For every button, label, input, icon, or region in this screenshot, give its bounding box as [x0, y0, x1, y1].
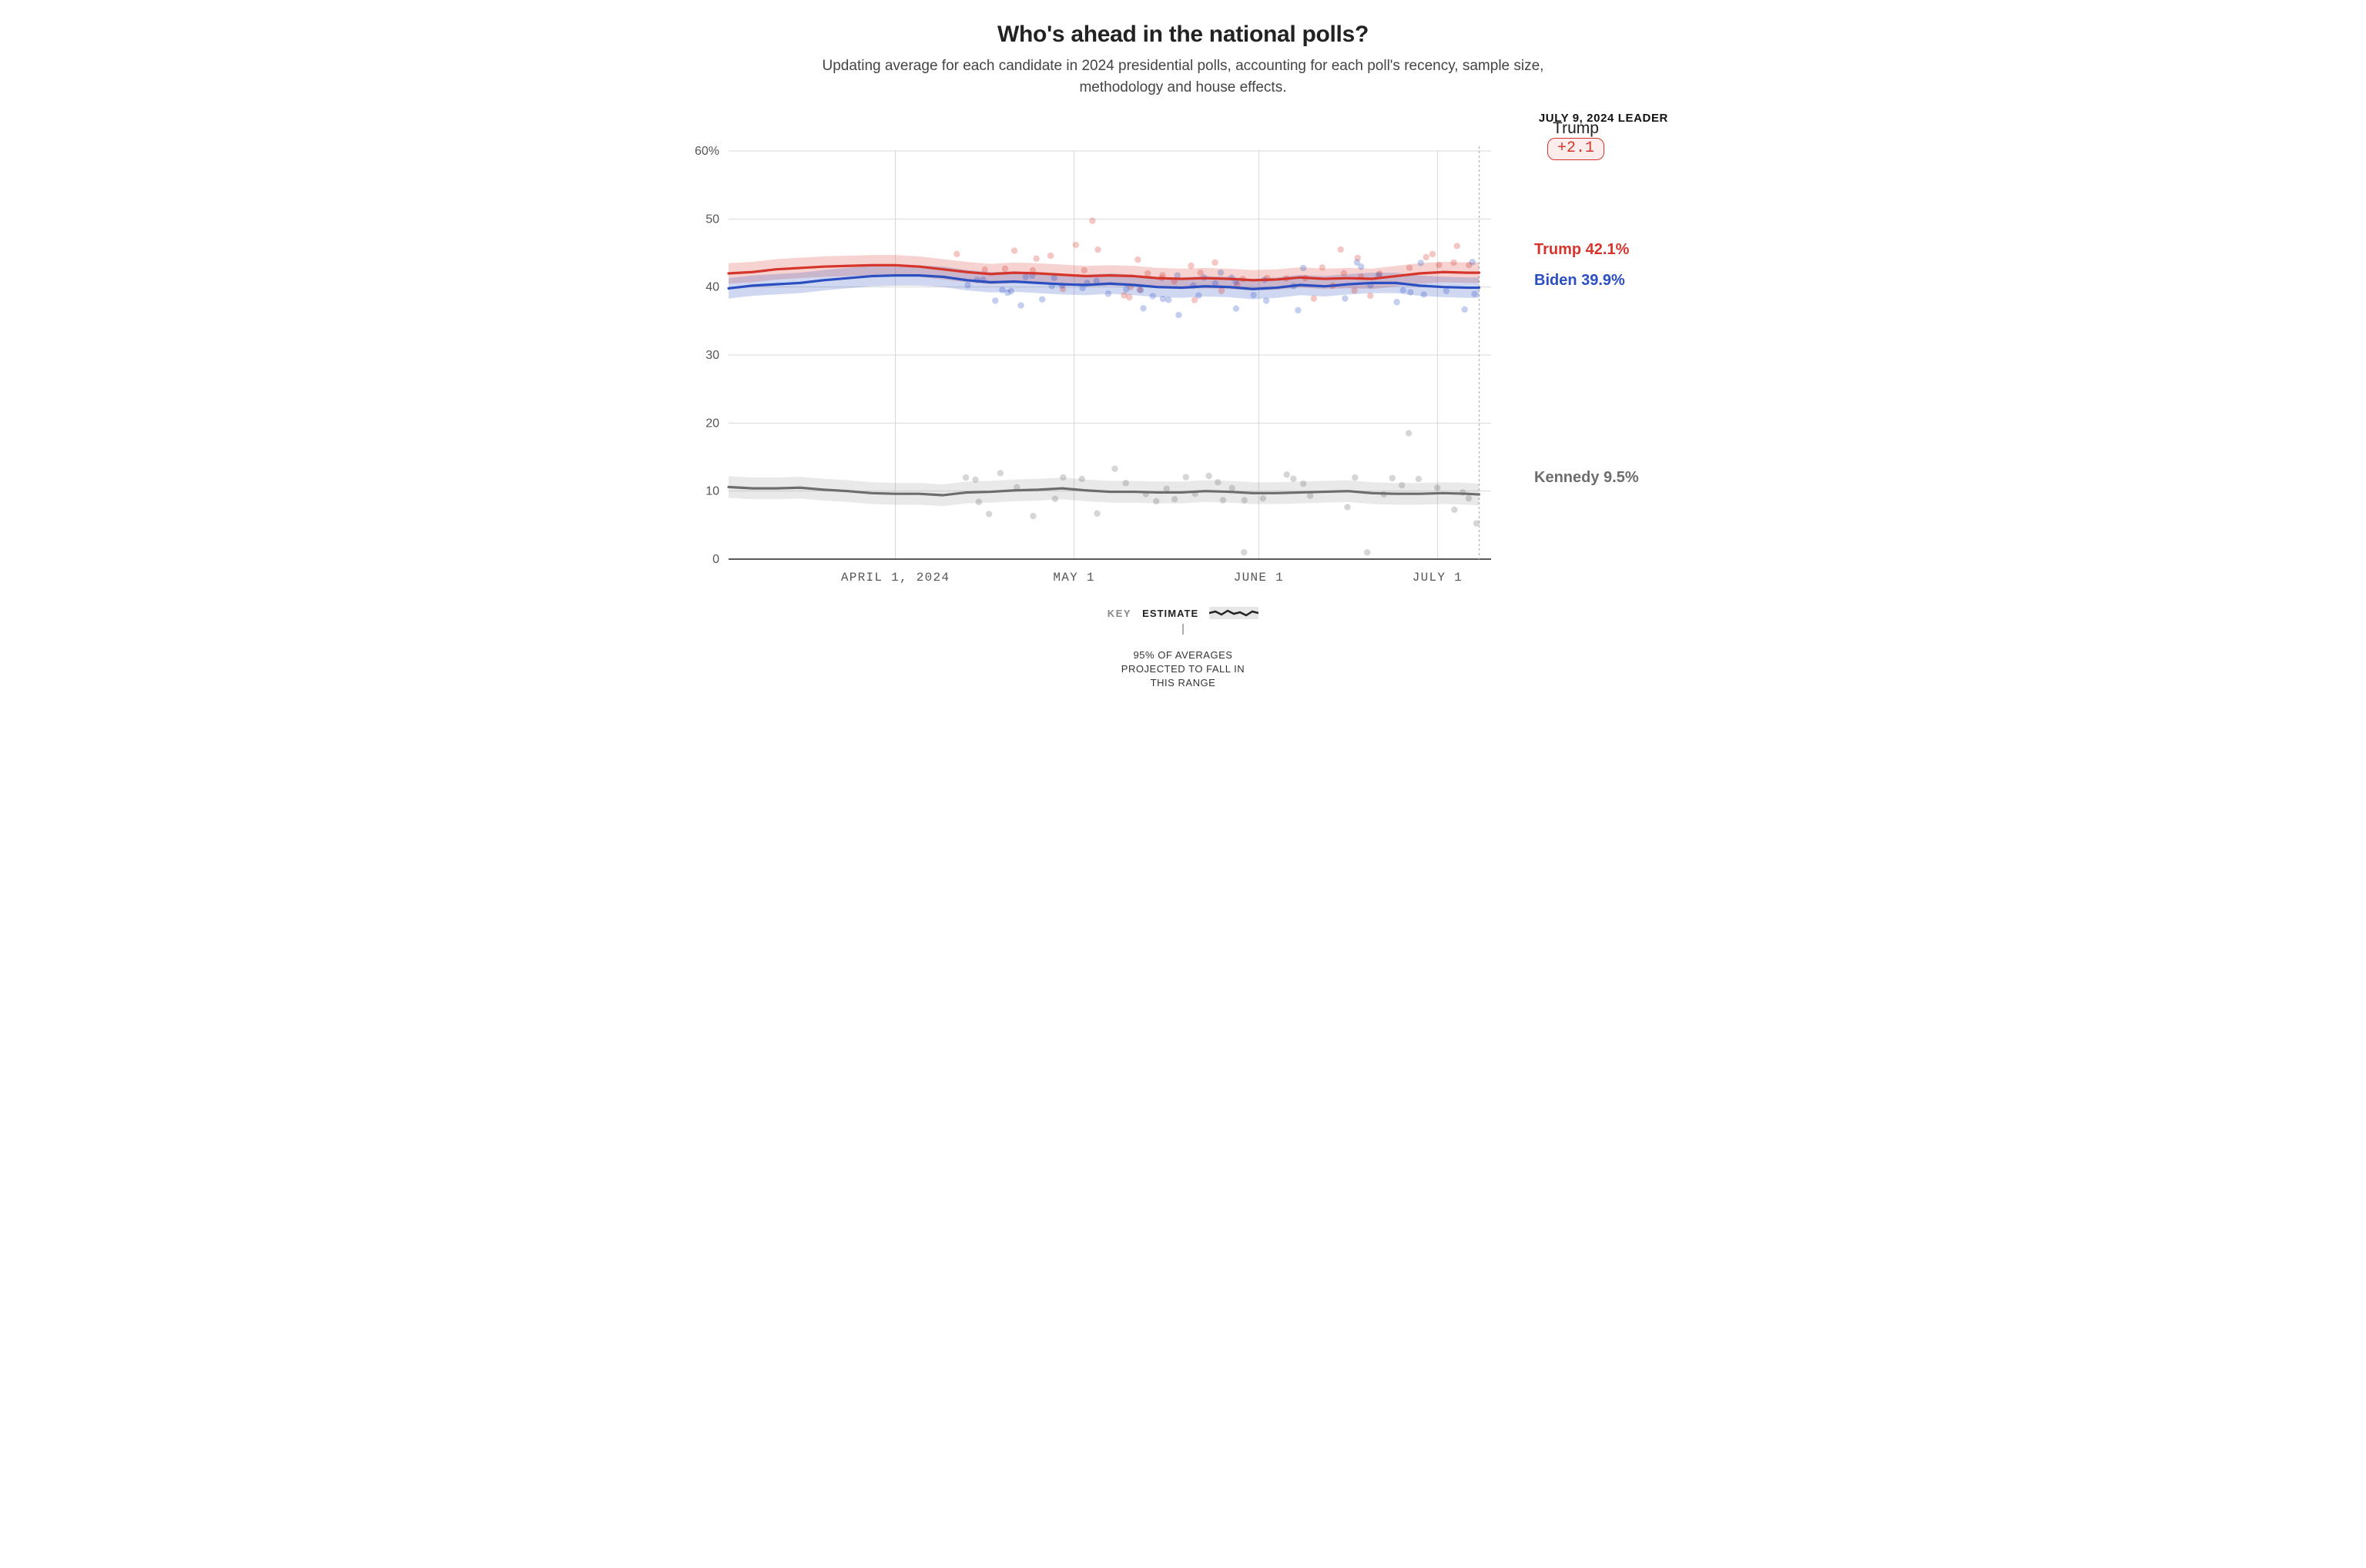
key-caption-3: THIS RANGE	[913, 676, 1453, 690]
page-title: Who's ahead in the national polls?	[652, 22, 1714, 48]
key-swatch	[1209, 604, 1258, 622]
svg-text:40: 40	[705, 281, 719, 294]
svg-text:JUNE 1: JUNE 1	[1234, 571, 1284, 585]
series-label-biden: Biden 39.9%	[1534, 272, 1625, 290]
leader-callout: Trump+2.1	[1530, 119, 1622, 160]
key-label: KEY	[1108, 608, 1131, 619]
svg-text:50: 50	[705, 213, 719, 226]
svg-text:30: 30	[705, 349, 719, 362]
leader-margin-pill: +2.1	[1547, 138, 1604, 160]
key-estimate-label: ESTIMATE	[1142, 608, 1198, 619]
svg-text:APRIL 1, 2024: APRIL 1, 2024	[841, 571, 950, 585]
leader-header: JULY 9, 2024 LEADER	[675, 112, 1668, 125]
chart-area: JULY 9, 2024 LEADER 0 10 20 30 40 50 60% APRIL …	[675, 112, 1691, 590]
svg-text:0: 0	[712, 553, 719, 566]
legend-key: KEY ESTIMATE 95% OF AVERAGES PROJECTED T…	[913, 604, 1453, 691]
page-subtitle: Updating average for each candidate in 2…	[806, 55, 1560, 98]
svg-text:20: 20	[705, 417, 719, 430]
key-caption-1: 95% OF AVERAGES	[913, 648, 1453, 662]
svg-text:60%: 60%	[695, 145, 719, 158]
key-caption-2: PROJECTED TO FALL IN	[913, 662, 1453, 676]
series-label-trump: Trump 42.1%	[1534, 241, 1629, 259]
leader-name: Trump	[1530, 119, 1622, 138]
series-label-kennedy: Kennedy 9.5%	[1534, 469, 1639, 487]
poll-chart: 0 10 20 30 40 50 60% APRIL 1, 2024 MAY 1 JUNE 1 JU…	[675, 128, 1514, 590]
svg-text:10: 10	[705, 485, 719, 498]
svg-text:JULY 1: JULY 1	[1413, 571, 1463, 585]
svg-text:MAY 1: MAY 1	[1053, 571, 1094, 585]
